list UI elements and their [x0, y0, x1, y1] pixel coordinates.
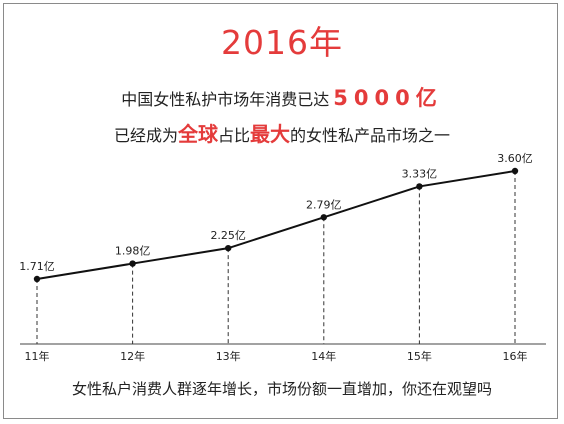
- data-label: 1.98亿: [115, 245, 151, 258]
- data-point: [416, 183, 423, 190]
- headline-market-part3: 的女性私产品市场之一: [290, 126, 451, 145]
- highlight-largest: 最大: [250, 122, 290, 146]
- headline-market: 已经成为全球占比最大的女性私产品市场之一: [0, 118, 564, 147]
- headline-market-part2: 占比: [217, 126, 250, 145]
- year-title: 2016年: [221, 23, 343, 62]
- data-label: 2.79亿: [306, 198, 342, 211]
- headline-market-part1: 已经成为: [113, 126, 178, 145]
- data-point: [320, 214, 327, 221]
- data-point: [129, 260, 136, 267]
- data-point: [225, 244, 232, 252]
- data-label: 3.33亿: [402, 167, 438, 180]
- x-tick-label: 16年: [503, 349, 528, 363]
- x-tick-label: 14年: [311, 349, 336, 363]
- x-tick-label: 12年: [120, 349, 145, 363]
- data-point: [511, 167, 519, 175]
- x-tick-label: 15年: [407, 349, 432, 363]
- chart-frame: [3, 3, 558, 419]
- x-tick-label: 13年: [216, 349, 241, 363]
- headline-consumption: 中国女性私护市场年消费已达 5000亿: [0, 82, 564, 112]
- data-point: [33, 275, 41, 283]
- headline-amount: 5000亿: [333, 86, 443, 110]
- highlight-global: 全球: [177, 122, 218, 146]
- series-line: [36, 170, 516, 280]
- data-label: 2.25亿: [210, 229, 246, 242]
- data-label: 3.60亿: [497, 152, 533, 165]
- x-tick-label: 11年: [25, 349, 50, 363]
- headline-consumption-text: 中国女性私护市场年消费已达: [121, 90, 330, 109]
- data-label: 1.71亿: [19, 260, 55, 273]
- footer-caption: 女性私户消费人群逐年增长，市场份额一直增加，你还在观望吗: [71, 380, 492, 398]
